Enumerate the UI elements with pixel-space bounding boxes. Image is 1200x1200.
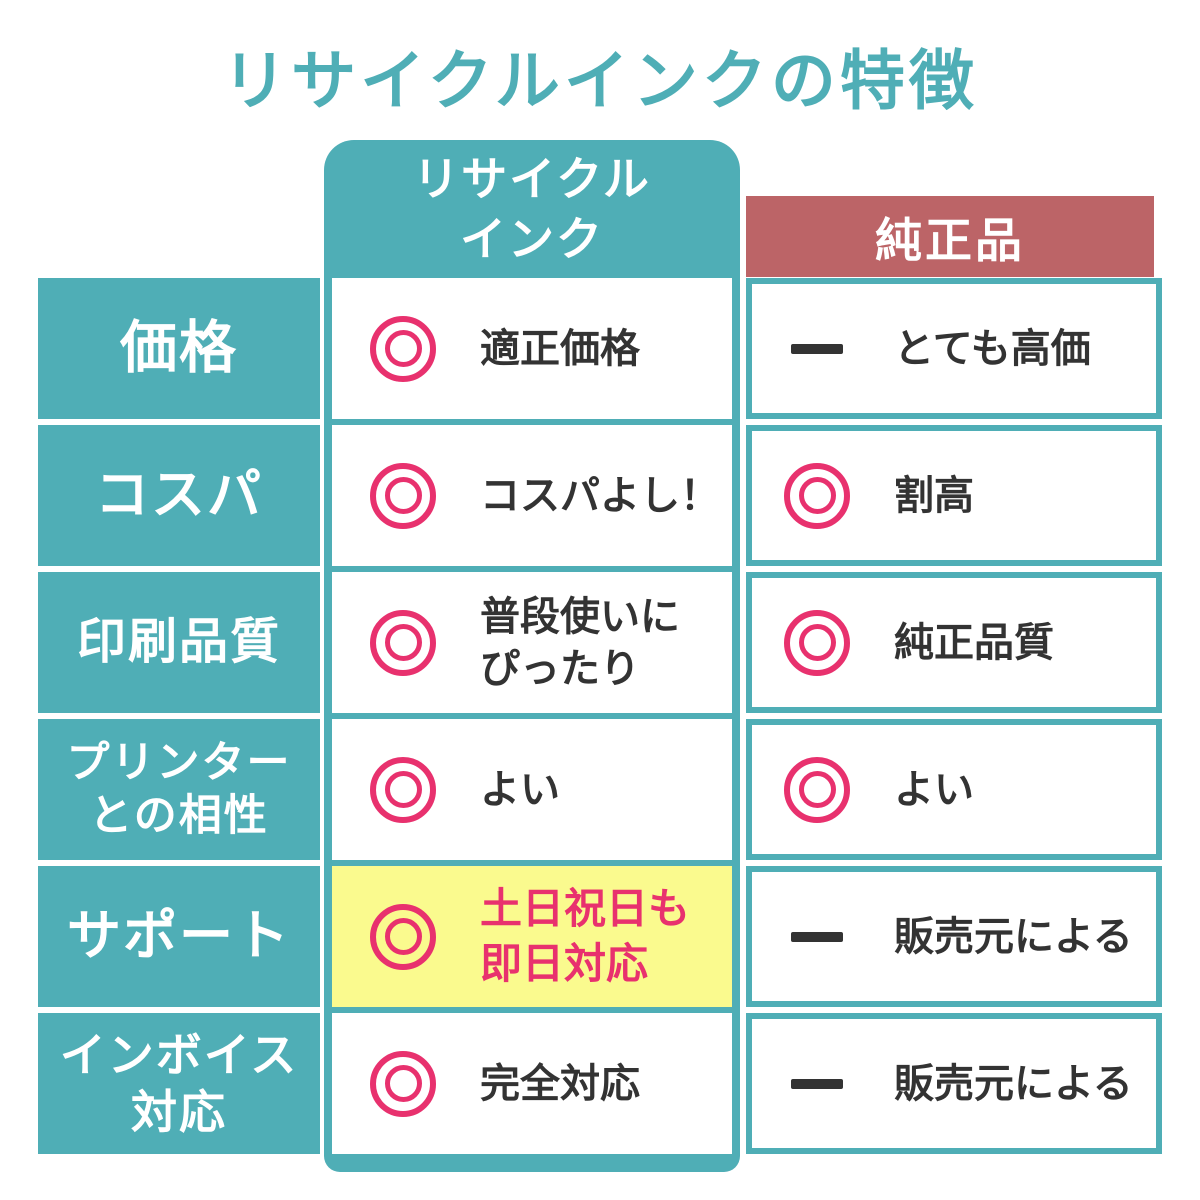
genuine-cell-invoice: 販売元による xyxy=(746,1013,1162,1154)
recycled-cell-support-highlighted: 土日祝日も 即日対応 xyxy=(332,866,732,1007)
cell-text: よい xyxy=(894,767,974,812)
cell-text: 普段使いに ぴったり xyxy=(480,594,680,691)
double-circle-icon xyxy=(782,756,852,823)
cell-text: 販売元による xyxy=(894,914,1133,959)
genuine-cell-print-quality: 純正品質 xyxy=(746,572,1162,713)
cell-text: コスパよし！ xyxy=(480,473,720,518)
cell-text: とても高価 xyxy=(894,326,1091,371)
page-title: リサイクルインクの特徴 xyxy=(222,44,978,117)
double-circle-icon xyxy=(782,609,852,676)
recycled-cell-cost-performance: コスパよし！ xyxy=(332,425,732,566)
dash-icon xyxy=(782,1078,852,1089)
genuine-cell-price: とても高価 xyxy=(746,278,1162,419)
row-label-price: 価格 xyxy=(38,278,320,419)
cell-text: 土日祝日も 即日対応 xyxy=(480,884,691,987)
double-circle-icon xyxy=(368,756,438,823)
cell-text: 純正品質 xyxy=(894,620,1054,665)
genuine-cell-cost-performance: 割高 xyxy=(746,425,1162,566)
recycled-cell-price: 適正価格 xyxy=(332,278,732,419)
recycled-cell-invoice: 完全対応 xyxy=(332,1013,732,1154)
row-label-cost-performance: コスパ xyxy=(38,425,320,566)
double-circle-icon xyxy=(368,462,438,529)
row-label-print-quality: 印刷品質 xyxy=(38,572,320,713)
recycled-cell-printer-compatibility: よい xyxy=(332,719,732,860)
cell-text: 割高 xyxy=(894,473,974,518)
recycled-cell-print-quality: 普段使いに ぴったり xyxy=(332,572,732,713)
cell-text: 完全対応 xyxy=(480,1061,640,1106)
double-circle-icon xyxy=(368,315,438,382)
column-header-genuine: 純正品 xyxy=(746,196,1154,277)
double-circle-icon xyxy=(368,903,438,970)
cell-text: 適正価格 xyxy=(480,326,640,371)
cell-text: 販売元による xyxy=(894,1061,1133,1106)
genuine-cell-printer-compatibility: よい xyxy=(746,719,1162,860)
dash-icon xyxy=(782,931,852,942)
double-circle-icon xyxy=(782,462,852,529)
double-circle-icon xyxy=(368,609,438,676)
dash-icon xyxy=(782,343,852,354)
column-header-recycled-ink: リサイクル インク xyxy=(413,153,651,265)
double-circle-icon xyxy=(368,1050,438,1117)
row-label-printer-compatibility: プリンター との相性 xyxy=(38,719,320,860)
row-label-invoice: インボイス 対応 xyxy=(38,1013,320,1154)
genuine-cell-support: 販売元による xyxy=(746,866,1162,1007)
row-label-support: サポート xyxy=(38,866,320,1007)
cell-text: よい xyxy=(480,767,560,812)
